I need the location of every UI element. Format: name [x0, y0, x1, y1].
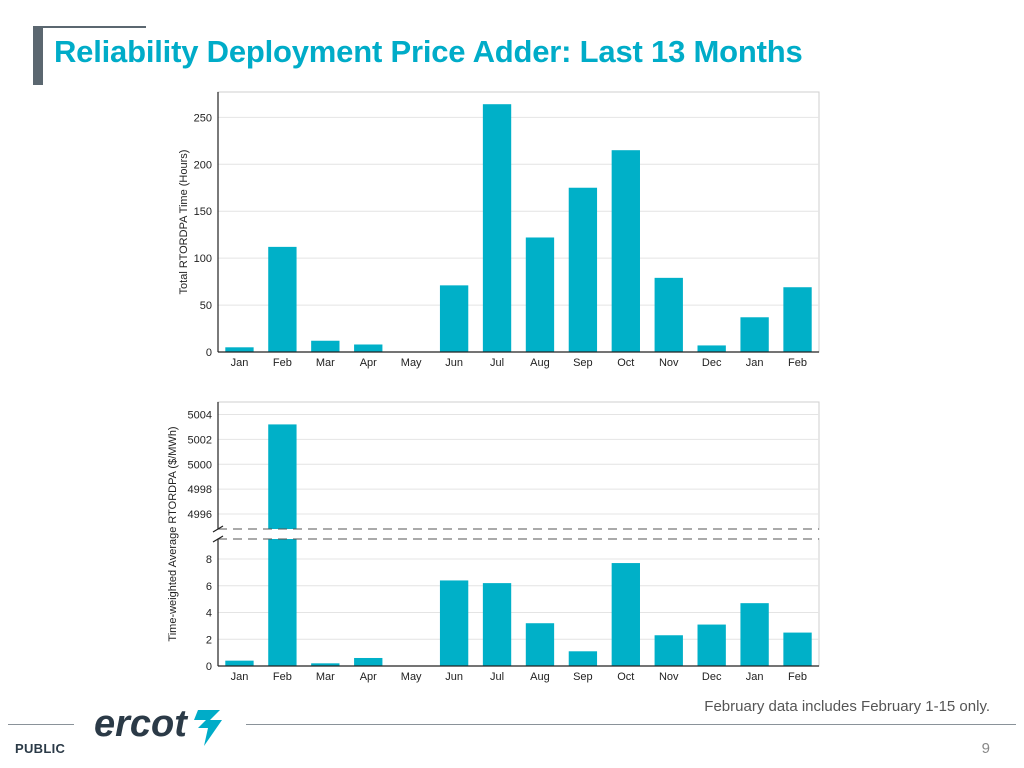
- chart1-bar: [225, 347, 254, 352]
- chart1-xtick-label: Mar: [316, 357, 335, 369]
- chart1-ytick-label: 250: [194, 112, 212, 124]
- chart2-xtick-label: Dec: [702, 671, 722, 683]
- chart1-xtick-label: May: [401, 357, 422, 369]
- chart2-ytick-label-upper: 4998: [188, 484, 212, 496]
- page-number: 9: [981, 740, 990, 757]
- chart2-xtick-label: Jun: [445, 671, 463, 683]
- chart1-xtick-label: Jan: [746, 357, 764, 369]
- chart1-bar: [783, 287, 812, 352]
- chart2-bar: [354, 657, 383, 666]
- chart1-xtick-label: Jan: [231, 357, 249, 369]
- chart2-xtick-label: Sep: [573, 671, 593, 683]
- chart2-bar: [439, 580, 469, 666]
- chart2-xtick-label: Aug: [530, 671, 550, 683]
- chart1-bar: [697, 345, 726, 352]
- chart2-xtick-label: May: [401, 671, 422, 683]
- chart2-ytick-label-upper: 5004: [188, 409, 212, 421]
- chart2-xtick-label: Apr: [360, 671, 377, 683]
- chart1-bar: [568, 187, 598, 352]
- chart2-ytick-label-lower: 8: [206, 554, 212, 566]
- chart1-ytick-label: 50: [200, 300, 212, 312]
- title-rule: [33, 26, 146, 28]
- chart2-ylabel: Time-weighted Average RTORDPA ($/MWh): [167, 426, 179, 641]
- chart2-bar: [740, 603, 769, 666]
- ercot-logo-text: ercot: [94, 703, 188, 745]
- chart2-ytick-label-upper: 5000: [188, 459, 212, 471]
- chart2-break-mark-bottom: [212, 535, 224, 543]
- footer-divider-right: [246, 724, 1016, 725]
- chart2-ytick-label-lower: 6: [206, 581, 212, 593]
- page-title: Reliability Deployment Price Adder: Last…: [54, 34, 803, 69]
- chart2-ytick-label-lower: 0: [206, 661, 212, 673]
- chart1-xtick-label: Nov: [659, 357, 679, 369]
- chart1-bar: [354, 344, 383, 352]
- chart1-xtick-label: Apr: [360, 357, 377, 369]
- chart1-xtick-label: Dec: [702, 357, 722, 369]
- chart2-bar: [783, 632, 812, 666]
- chart2-bar-upper: [268, 424, 297, 529]
- chart1-xtick-label: Sep: [573, 357, 593, 369]
- chart1-ytick-label: 100: [194, 253, 212, 265]
- chart1-xtick-label: Jul: [490, 357, 504, 369]
- chart1-ylabel: Total RTORDPA Time (Hours): [178, 150, 190, 295]
- chart2-xtick-label: Jul: [490, 671, 504, 683]
- chart1-ytick-label: 200: [194, 159, 212, 171]
- chart2-bar: [697, 624, 726, 666]
- chart2-break-mark-top: [212, 525, 224, 533]
- chart2-ytick-label-lower: 4: [206, 608, 212, 620]
- chart2-bar: [482, 583, 512, 666]
- chart1-bar: [740, 317, 769, 352]
- chart1-bar: [611, 150, 640, 352]
- footnote: February data includes February 1-15 onl…: [704, 698, 990, 715]
- chart2-xtick-label: Jan: [231, 671, 249, 683]
- chart2-bar: [225, 660, 254, 666]
- chart2-xtick-label: Nov: [659, 671, 679, 683]
- chart1-xtick-label: Feb: [273, 357, 292, 369]
- chart1-ytick-label: 150: [194, 206, 212, 218]
- chart2-bar: [611, 563, 640, 666]
- chart1-plot-frame: [217, 91, 820, 353]
- chart2-bar-lower: [268, 539, 297, 666]
- chart2-xtick-label: Feb: [273, 671, 292, 683]
- chart2-bar: [568, 651, 598, 666]
- chart2-bar: [311, 663, 340, 666]
- chart1-xtick-label: Feb: [788, 357, 807, 369]
- chart2-xtick-label: Feb: [788, 671, 807, 683]
- chart1-xtick-label: Aug: [530, 357, 550, 369]
- chart1-bar: [311, 340, 340, 352]
- chart2-ytick-label-upper: 5002: [188, 434, 212, 446]
- title-accent-bar: [33, 26, 43, 85]
- chart2-xtick-label: Oct: [617, 671, 634, 683]
- chart2-xtick-label: Jan: [746, 671, 764, 683]
- chart1-bar: [525, 237, 555, 352]
- logo-bolt-icon: [194, 710, 222, 746]
- chart1-bar: [268, 246, 297, 352]
- chart2-bar: [654, 635, 683, 666]
- ercot-logo: ercot: [94, 703, 222, 746]
- chart1-bar: [654, 277, 683, 352]
- chart2-xtick-label: Mar: [316, 671, 335, 683]
- chart2-bar: [525, 623, 555, 666]
- classification-label: PUBLIC: [15, 741, 66, 756]
- footer-divider-left: [8, 724, 74, 725]
- chart1-bar: [439, 285, 469, 352]
- chart1-ytick-label: 0: [206, 347, 212, 359]
- chart2-axis-break-gap: [204, 530, 821, 538]
- chart1-bar: [482, 104, 512, 352]
- chart1-xtick-label: Jun: [445, 357, 463, 369]
- chart2-ytick-label-lower: 2: [206, 634, 212, 646]
- chart2-ytick-label-upper: 4996: [188, 509, 212, 521]
- chart1-xtick-label: Oct: [617, 357, 634, 369]
